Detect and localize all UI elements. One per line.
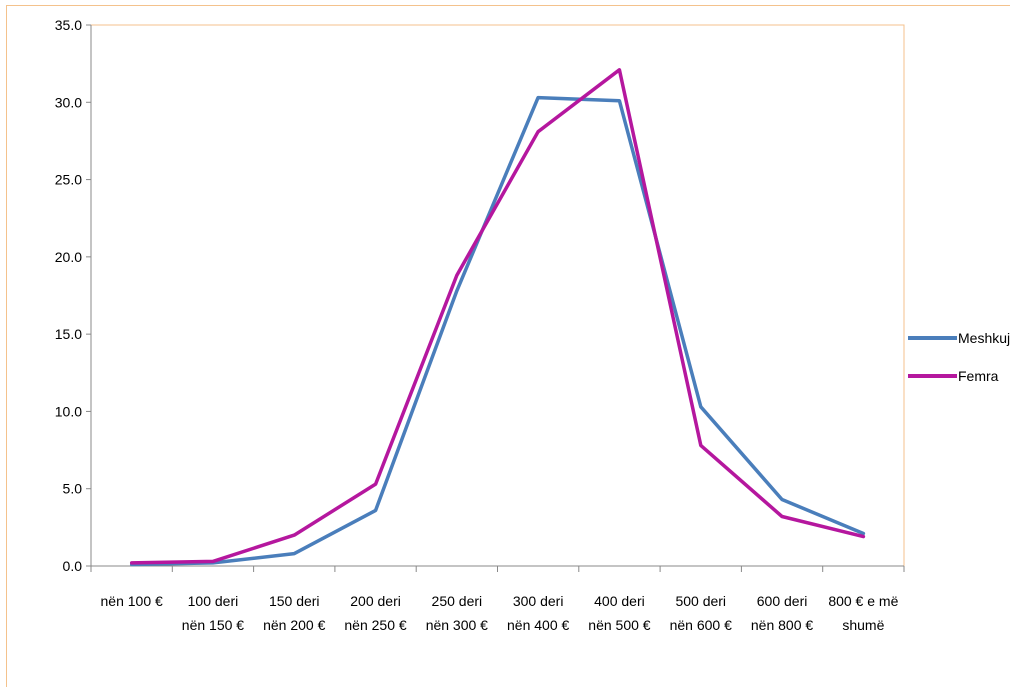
x-tick-label: nën 800 € bbox=[751, 617, 813, 633]
x-tick-label: 150 deri bbox=[269, 593, 320, 609]
y-tick-label: 20.0 bbox=[55, 249, 82, 265]
legend-label-femra: Femra bbox=[958, 368, 999, 384]
series-line-meshkuj bbox=[129, 95, 866, 567]
x-tick-label: 800 € e më bbox=[828, 593, 898, 609]
x-tick-label: 400 deri bbox=[594, 593, 645, 609]
series-line-femra bbox=[129, 68, 866, 565]
y-tick-label: 0.0 bbox=[63, 558, 83, 574]
x-tick-label: nën 400 € bbox=[507, 617, 569, 633]
chart-frame bbox=[6, 5, 1010, 687]
y-tick-label: 30.0 bbox=[55, 94, 82, 110]
y-tick-label: 25.0 bbox=[55, 172, 82, 188]
y-tick-label: 5.0 bbox=[63, 481, 83, 497]
x-tick-label: nën 250 € bbox=[344, 617, 406, 633]
x-tick-label: nën 150 € bbox=[182, 617, 244, 633]
y-tick-label: 15.0 bbox=[55, 326, 82, 342]
x-tick-label: 600 deri bbox=[757, 593, 808, 609]
x-tick-label: 100 deri bbox=[188, 593, 239, 609]
x-tick-label: 200 deri bbox=[350, 593, 401, 609]
y-tick-label: 35.0 bbox=[55, 17, 82, 33]
x-tick-label: shumë bbox=[842, 617, 884, 633]
x-tick-label: nën 300 € bbox=[426, 617, 488, 633]
x-tick-label: 300 deri bbox=[513, 593, 564, 609]
x-tick-label: nën 500 € bbox=[588, 617, 650, 633]
x-tick-label: nën 600 € bbox=[670, 617, 732, 633]
legend-label-meshkuj: Meshkuj bbox=[958, 330, 1010, 346]
x-tick-label: nën 200 € bbox=[263, 617, 325, 633]
plot-area-border bbox=[90, 24, 905, 567]
x-tick-label: nën 100 € bbox=[101, 593, 163, 609]
y-tick-label: 10.0 bbox=[55, 403, 82, 419]
x-tick-label: 500 deri bbox=[675, 593, 726, 609]
x-tick-label: 250 deri bbox=[432, 593, 483, 609]
